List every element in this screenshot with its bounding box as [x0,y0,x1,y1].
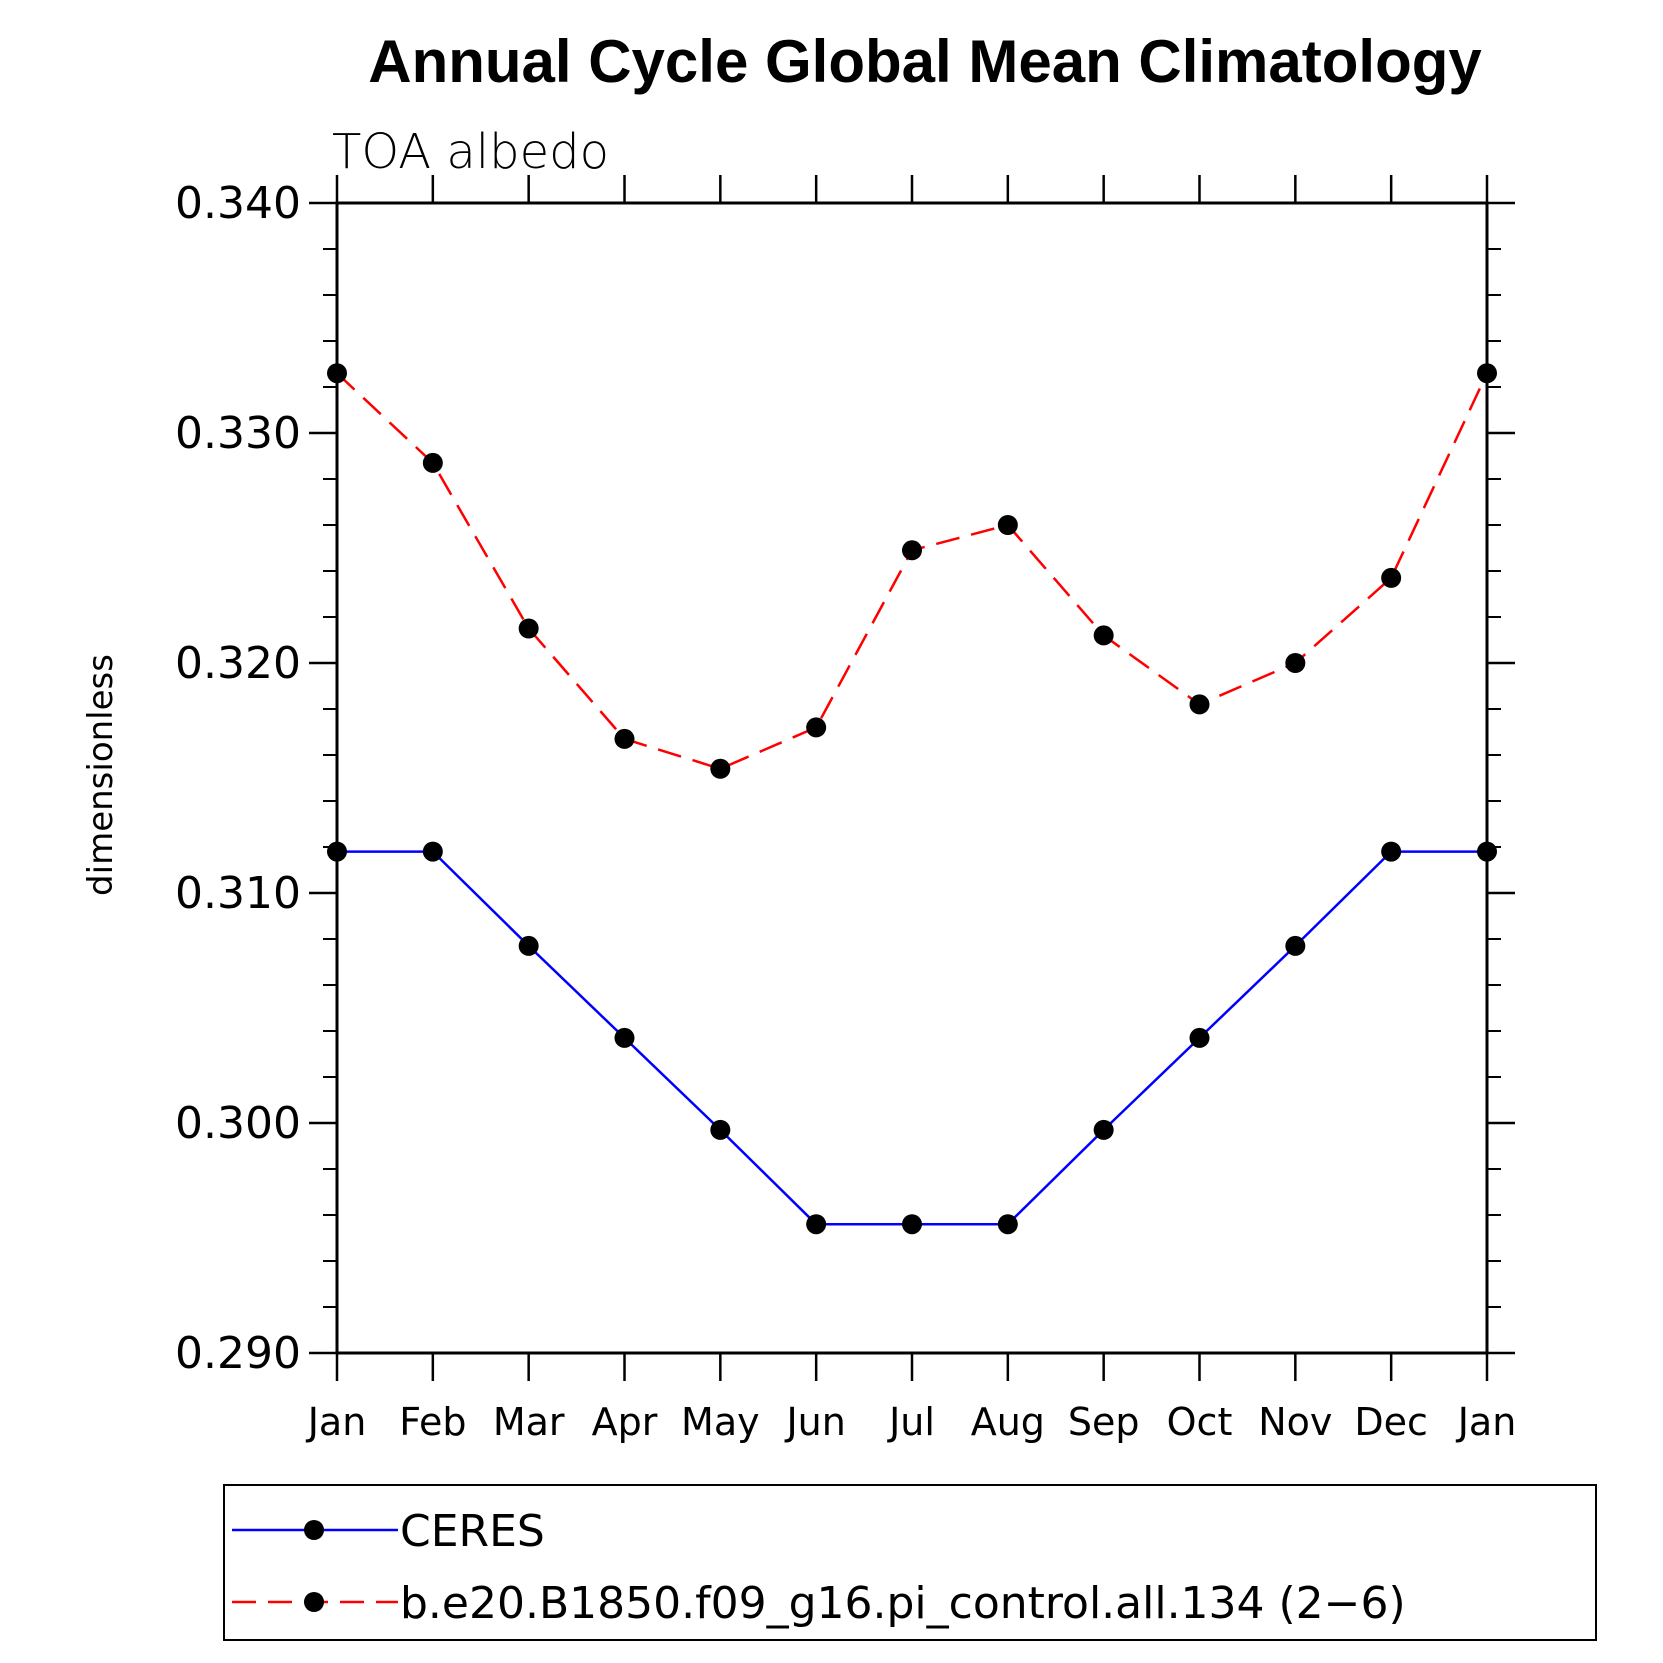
x-tick-label: Nov [1258,1400,1332,1444]
x-tick-label: Jul [887,1400,935,1444]
y-tick-label: 0.290 [175,1328,301,1379]
series-1-point [806,717,827,738]
y-tick-label: 0.300 [175,1098,301,1149]
legend-box [223,1484,1597,1641]
x-tick-label: Oct [1167,1400,1233,1444]
series-0-point [422,841,443,862]
series-1-point [1381,567,1402,588]
x-tick-label: Jun [784,1400,845,1444]
series-1-point [710,758,731,779]
series-1-point [1189,694,1210,715]
series-0-point [1093,1119,1114,1140]
plot-frame [335,201,1489,1355]
series-0-point [710,1119,731,1140]
y-tick-label: 0.310 [175,868,301,919]
series-line-0 [337,850,1487,1226]
y-tick-label: 0.320 [175,638,301,689]
x-tick-label: Dec [1354,1400,1428,1444]
series-0-point [518,935,539,956]
y-tick-labels: 0.290 0.300 0.310 0.320 0.330 0.340 [175,178,301,1379]
series-0-point [1285,935,1306,956]
x-tick-labels: Jan Feb Mar Apr May Jun Jul Aug Sep Oct Nov Dec Jan [306,1400,1517,1444]
y-tick-label: 0.330 [175,408,301,459]
series-1-point [1093,625,1114,646]
x-tick-label: Sep [1068,1400,1140,1444]
series-1-point [614,728,635,749]
series-1-point [997,515,1018,535]
legend-label-ceres: CERES [400,1506,545,1557]
x-tick-label: Apr [592,1400,658,1444]
series-1-point [518,618,539,639]
series-layer [327,363,1497,1235]
series-1-point [902,540,922,561]
x-tick-label: Mar [493,1400,565,1444]
chart-subtitle: TOA albedo [332,124,609,180]
legend-marker-model [304,1592,324,1612]
legend: CERES b.e20.B1850.f09_g16.pi_control.all… [223,1484,1597,1641]
x-tick-label: Jan [306,1400,367,1444]
y-tick-label: 0.340 [175,178,301,229]
series-0-point [1381,841,1402,862]
series-1-point [1285,653,1306,673]
axes-ticks [309,175,1515,1381]
series-0-point [902,1214,922,1235]
x-tick-label: May [681,1400,760,1444]
series-0-point [614,1027,635,1048]
chart-title: Annual Cycle Global Mean Climatology [368,28,1482,95]
legend-marker-ceres [304,1520,324,1540]
series-0-point [1189,1027,1210,1048]
x-tick-label: Jan [1456,1400,1517,1444]
series-0-point [997,1214,1018,1235]
x-tick-label: Aug [971,1400,1045,1444]
series-0-point [806,1214,827,1235]
legend-label-model: b.e20.B1850.f09_g16.pi_control.all.134 (… [400,1578,1406,1629]
x-tick-label: Feb [399,1400,466,1444]
y-axis-label: dimensionless [81,654,121,896]
series-line-1 [336,372,1489,771]
series-1-point [422,452,443,473]
